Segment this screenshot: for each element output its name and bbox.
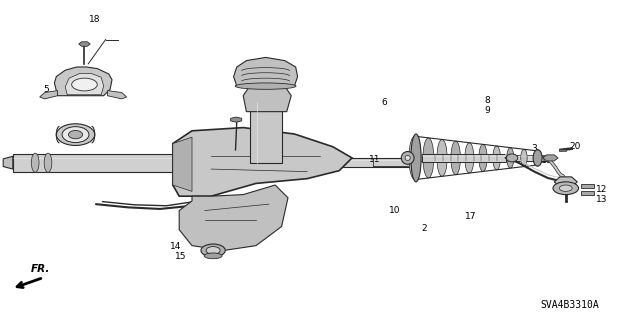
Text: 10: 10 <box>389 206 401 215</box>
Polygon shape <box>173 128 352 196</box>
Text: 15: 15 <box>175 252 186 261</box>
Ellipse shape <box>506 154 518 162</box>
Polygon shape <box>79 42 90 46</box>
Ellipse shape <box>68 130 83 139</box>
Bar <box>559 149 566 151</box>
Ellipse shape <box>201 244 225 257</box>
Ellipse shape <box>493 146 500 170</box>
Text: 3: 3 <box>532 144 537 153</box>
Text: 6: 6 <box>381 98 387 107</box>
Text: 4: 4 <box>73 137 78 145</box>
Polygon shape <box>554 177 577 187</box>
Polygon shape <box>54 67 112 96</box>
Ellipse shape <box>451 141 461 175</box>
Polygon shape <box>250 102 282 163</box>
Ellipse shape <box>479 145 487 171</box>
Ellipse shape <box>521 149 527 167</box>
Text: SVA4B3310A: SVA4B3310A <box>541 300 600 310</box>
Text: 1: 1 <box>570 182 575 191</box>
Polygon shape <box>13 154 333 172</box>
Circle shape <box>553 182 579 195</box>
Text: FR.: FR. <box>31 264 50 274</box>
Text: 20: 20 <box>569 142 580 151</box>
Polygon shape <box>179 185 288 250</box>
Ellipse shape <box>409 136 420 180</box>
Ellipse shape <box>423 138 434 178</box>
Text: 17: 17 <box>465 212 476 221</box>
Text: 12: 12 <box>596 185 607 194</box>
Text: 8: 8 <box>485 96 490 105</box>
Ellipse shape <box>401 152 414 164</box>
Polygon shape <box>40 91 58 99</box>
Text: 11: 11 <box>369 155 380 164</box>
Text: 9: 9 <box>485 106 490 115</box>
Ellipse shape <box>535 151 540 165</box>
Text: 14: 14 <box>170 242 182 251</box>
Text: 5: 5 <box>44 85 49 94</box>
Ellipse shape <box>204 253 222 259</box>
Ellipse shape <box>235 83 296 89</box>
Text: 13: 13 <box>596 195 607 204</box>
Polygon shape <box>230 117 242 122</box>
Bar <box>581 184 594 188</box>
Ellipse shape <box>533 150 542 166</box>
Ellipse shape <box>465 143 474 173</box>
Circle shape <box>72 78 97 91</box>
Circle shape <box>559 185 572 191</box>
Ellipse shape <box>44 153 52 172</box>
Ellipse shape <box>405 155 410 160</box>
Ellipse shape <box>437 139 447 176</box>
Polygon shape <box>108 91 127 99</box>
Ellipse shape <box>62 127 89 143</box>
Text: 7: 7 <box>244 63 249 71</box>
Text: 2: 2 <box>422 224 427 233</box>
Polygon shape <box>422 154 506 162</box>
Polygon shape <box>333 158 410 167</box>
Polygon shape <box>173 137 192 191</box>
Text: 16: 16 <box>217 142 228 151</box>
Polygon shape <box>410 155 547 161</box>
Ellipse shape <box>56 124 95 145</box>
Text: 18: 18 <box>89 15 100 24</box>
Polygon shape <box>234 57 298 86</box>
Polygon shape <box>3 156 13 169</box>
Ellipse shape <box>507 148 514 168</box>
Polygon shape <box>543 155 558 161</box>
Bar <box>581 191 594 195</box>
Polygon shape <box>65 73 104 95</box>
Ellipse shape <box>31 153 39 172</box>
Polygon shape <box>243 83 291 112</box>
Ellipse shape <box>411 134 421 182</box>
Ellipse shape <box>206 247 220 254</box>
Text: 19: 19 <box>541 156 553 165</box>
